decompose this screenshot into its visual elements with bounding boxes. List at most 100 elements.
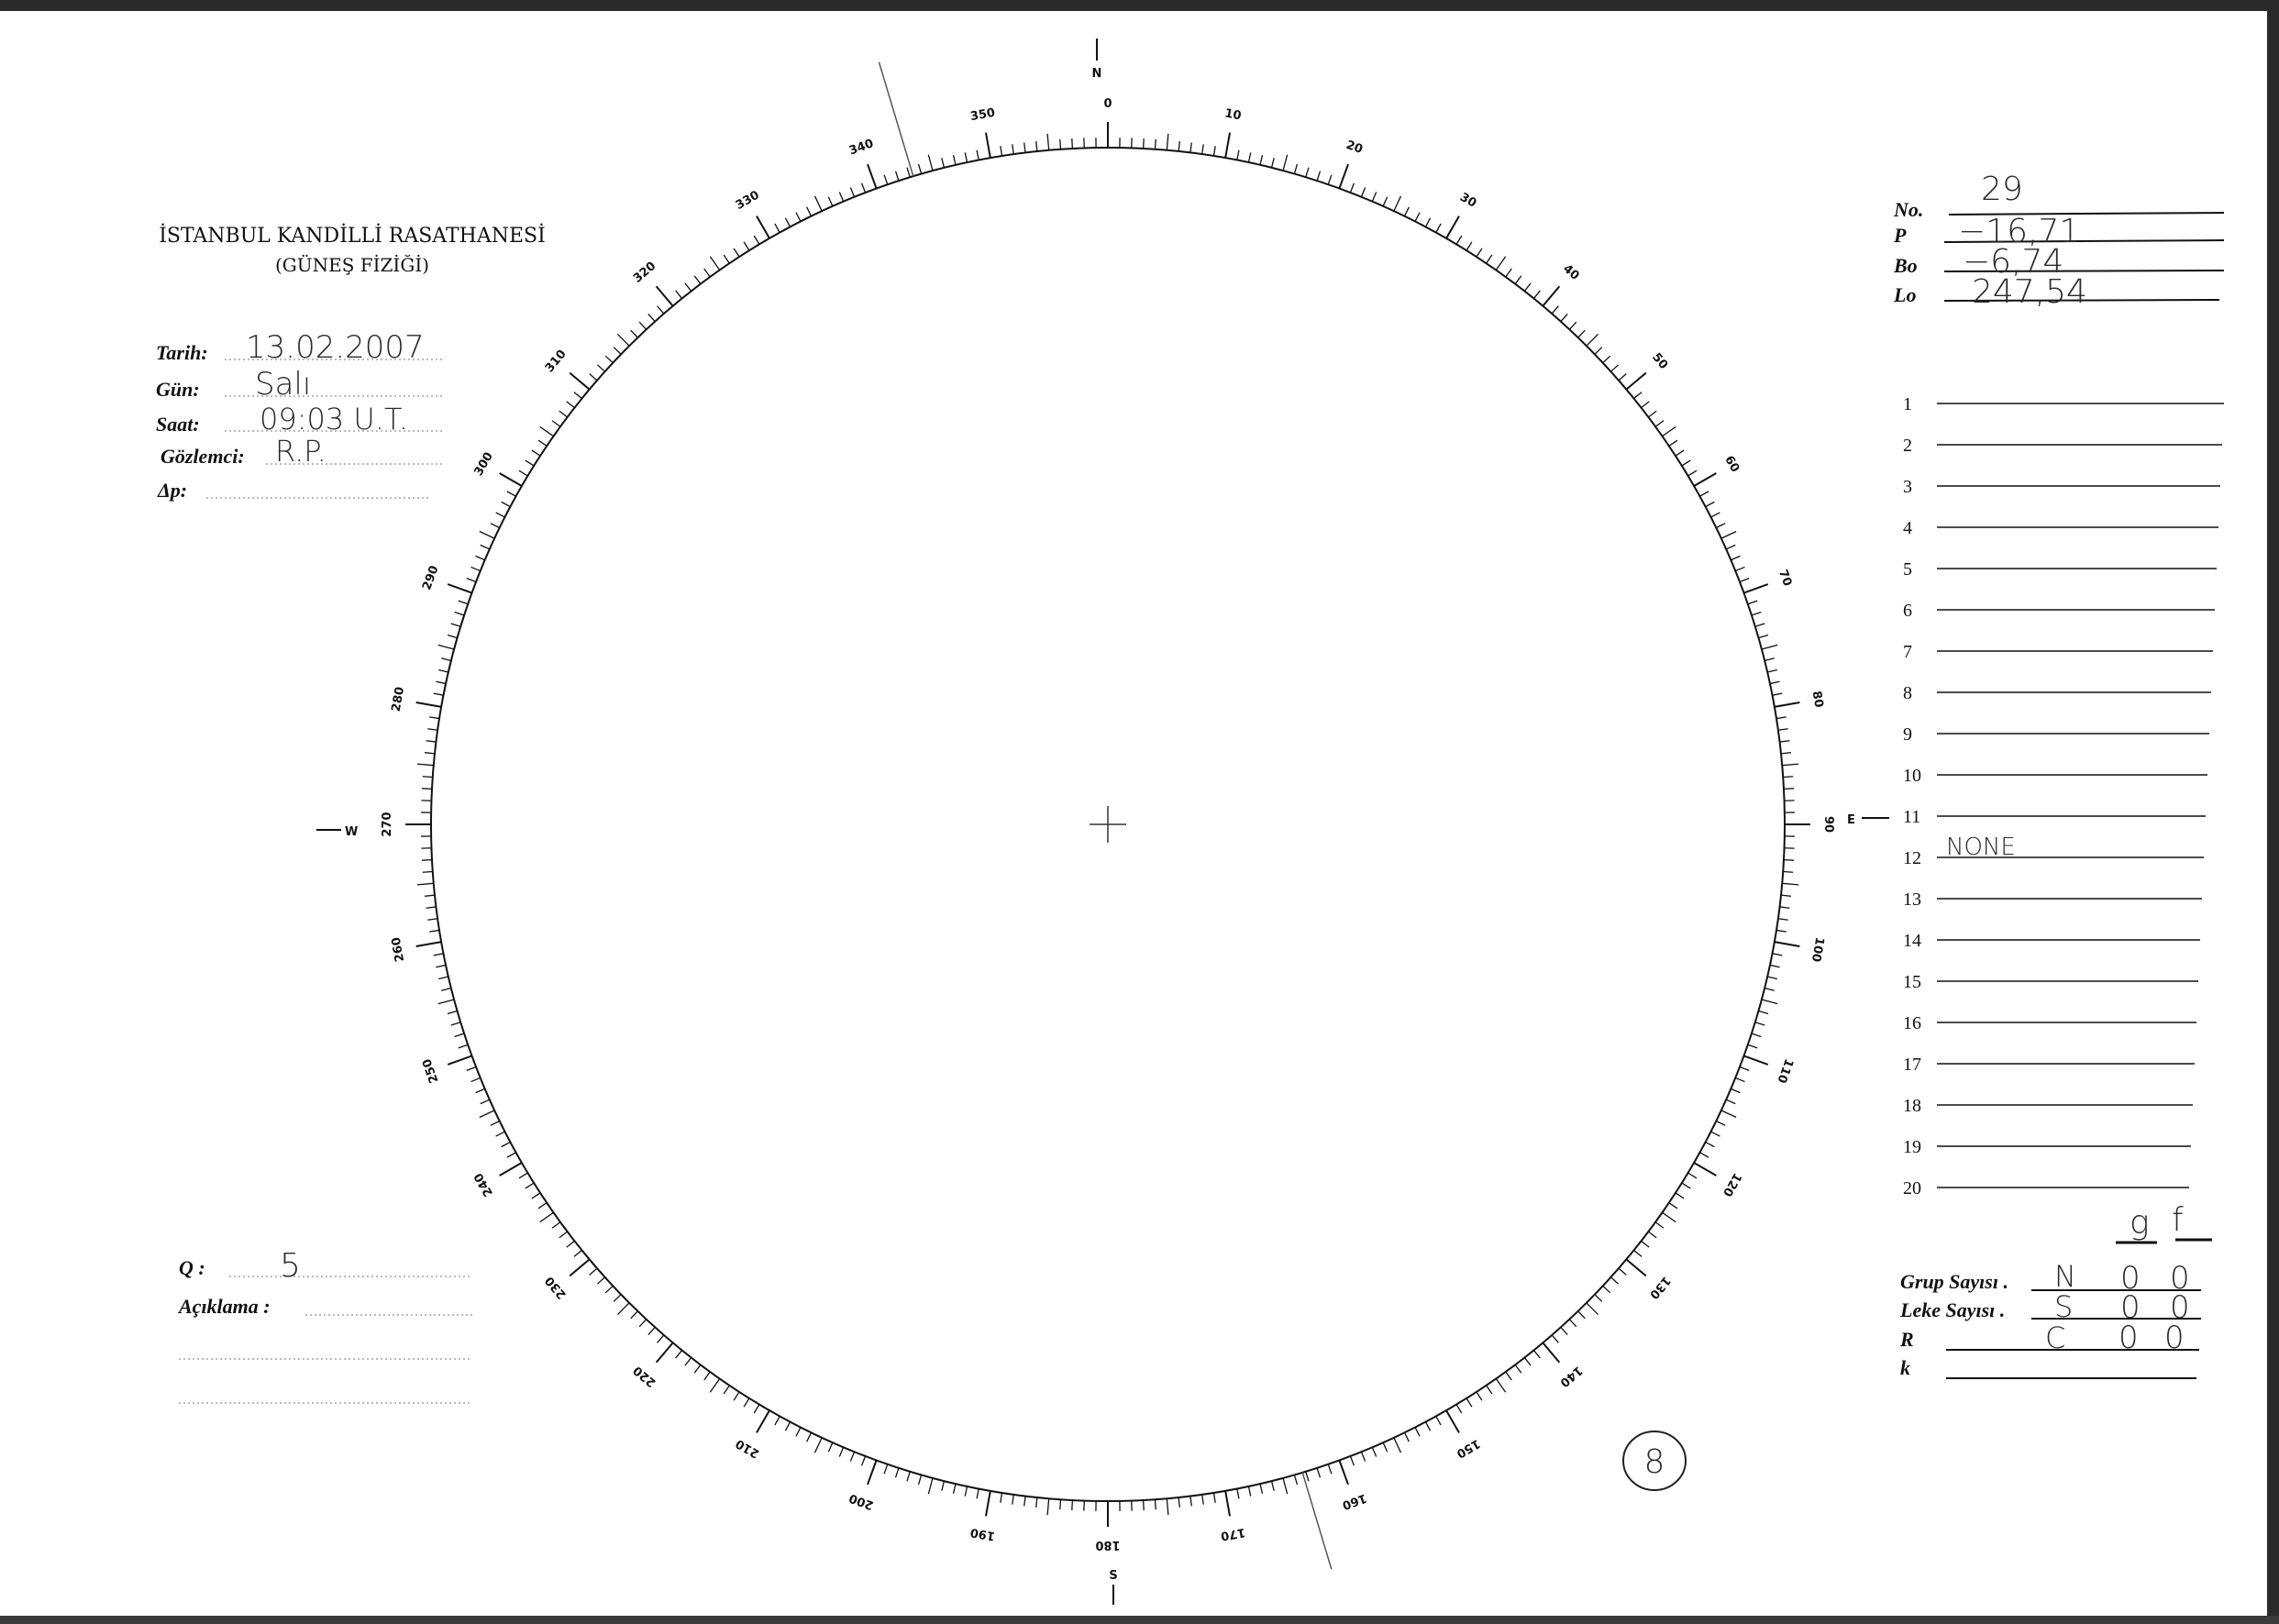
dial-tick-label: 300 — [471, 450, 496, 479]
dial-tick — [416, 882, 434, 886]
dial-tick — [613, 1294, 622, 1302]
dial-tick — [774, 223, 780, 233]
dial-tick — [941, 158, 946, 169]
dial-tick — [1699, 491, 1709, 497]
dial-tick — [1259, 1483, 1264, 1494]
dial-tick — [1754, 1022, 1765, 1026]
dial-tick-label: 210 — [734, 1436, 762, 1461]
dial-tick — [1046, 1498, 1050, 1516]
dial-tick — [1699, 1152, 1709, 1158]
date-value: 13.02.2007 — [246, 329, 425, 366]
group-row-number: 9 — [1903, 724, 1912, 745]
dial-tick — [1766, 668, 1777, 673]
dial-tick — [1654, 420, 1665, 427]
s-g-value: 0 — [2120, 1289, 2141, 1326]
dial-tick — [1681, 1182, 1691, 1189]
dial-tick — [1542, 1342, 1561, 1364]
dial-tick — [436, 964, 447, 968]
dial-tick — [795, 1427, 802, 1437]
dial-tick — [1662, 1211, 1676, 1223]
scan-border-bottom — [0, 1616, 2279, 1624]
time-value: 09:03 U.T. — [260, 402, 408, 436]
dial-tick — [703, 268, 711, 278]
dial-tick-label: 110 — [1774, 1056, 1795, 1085]
dial-tick — [1710, 512, 1720, 518]
lo-label: Lo — [1893, 283, 1916, 306]
dial-tick-label: 150 — [1454, 1436, 1482, 1461]
dial-tick — [1445, 1409, 1460, 1433]
dial-tick — [838, 192, 845, 202]
dial-tick — [1282, 1477, 1289, 1495]
dial-tick — [1568, 321, 1577, 330]
dial-tick — [638, 321, 647, 330]
day-label: Gün: — [156, 378, 200, 401]
dial-tick — [1693, 1162, 1717, 1177]
dial-tick — [1739, 577, 1750, 583]
group-row: 15 — [1903, 972, 2198, 992]
group-row: 16 — [1903, 1013, 2196, 1033]
dial-tick — [1782, 763, 1799, 767]
no-value: 29 — [1981, 171, 2023, 208]
dial-tick — [867, 163, 878, 189]
dial-tick — [1716, 1120, 1726, 1126]
dial-tick — [426, 740, 437, 743]
dial-tick — [1338, 163, 1349, 189]
dial-tick — [753, 1404, 760, 1414]
r-label: R — [1899, 1328, 1914, 1351]
dial-tick — [1371, 192, 1377, 202]
dial-tick — [525, 459, 535, 467]
dial-tick — [1012, 144, 1014, 155]
dial-tick — [447, 1010, 458, 1015]
dial-tick — [1783, 788, 1795, 790]
dial-tick — [566, 1240, 575, 1248]
dial-tick — [537, 1202, 548, 1210]
dial-tick — [569, 371, 591, 391]
scan-border-right — [2267, 0, 2279, 1624]
dial-tick-label: 260 — [390, 936, 407, 963]
dial-tick — [495, 1131, 505, 1137]
group-row: 10 — [1903, 766, 2207, 786]
n-g-value: 0 — [2120, 1260, 2141, 1297]
dial-tick — [806, 1432, 813, 1442]
dial-tick — [1772, 953, 1783, 956]
p-label: P — [1893, 224, 1907, 247]
dial-tick-label: 160 — [1340, 1490, 1368, 1511]
dial-tick — [976, 149, 979, 160]
dial-tick — [441, 987, 452, 991]
dial-tick — [976, 1488, 979, 1499]
dial-tick — [436, 680, 447, 685]
dial-tick — [616, 333, 630, 347]
dial-tick-label: 240 — [471, 1170, 496, 1199]
dial-tick — [684, 1357, 692, 1366]
dial-tick — [1560, 313, 1568, 322]
dial-tick-label: 200 — [847, 1490, 876, 1511]
dial-tick-label: 10 — [1223, 106, 1242, 123]
dial-tick-label: 220 — [631, 1363, 658, 1389]
dial-tick — [1725, 1099, 1736, 1105]
dial-tick — [438, 668, 449, 673]
dial-tick — [795, 212, 802, 222]
dial-tick — [827, 196, 834, 207]
group-count-label: Grup Sayısı . — [1900, 1270, 2008, 1293]
dial-tick — [537, 439, 548, 447]
dial-tick — [906, 1471, 911, 1482]
dial-tick — [450, 1022, 461, 1026]
group-row-number: 17 — [1903, 1055, 1921, 1075]
dial-tick — [437, 644, 455, 650]
dial-tick — [454, 1033, 465, 1038]
dial-tick — [427, 728, 438, 731]
dial-tick — [437, 999, 455, 1005]
dial-tick — [1751, 1033, 1762, 1038]
dial-tick — [827, 1442, 834, 1453]
dial-tick — [616, 1302, 630, 1316]
dial-tick — [1586, 1302, 1599, 1316]
group-row-number: 20 — [1903, 1178, 1921, 1199]
dial-tick — [941, 1480, 946, 1491]
bo-label: Bo — [1893, 254, 1918, 277]
group-row: 12 NONE — [1903, 834, 2204, 868]
dial-tick — [1594, 347, 1603, 355]
dial-tick — [1455, 1404, 1463, 1414]
dial-tick — [1668, 1202, 1678, 1210]
dial-tick — [1514, 275, 1522, 284]
dial-tick — [596, 1276, 605, 1285]
